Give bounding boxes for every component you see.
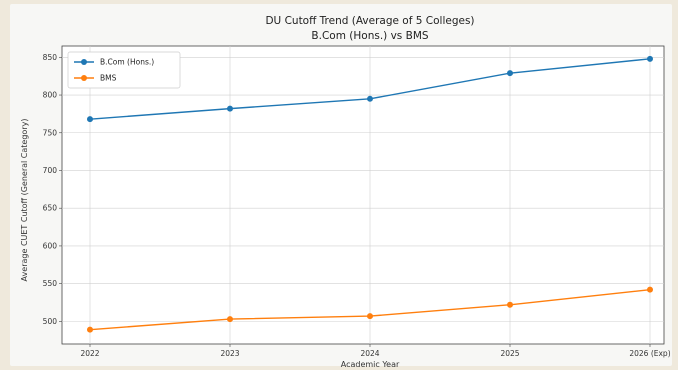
y-axis-label: Average CUET Cutoff (General Category) — [20, 119, 29, 282]
legend-label: BMS — [100, 74, 117, 83]
y-tick-label: 850 — [43, 53, 58, 62]
data-point — [227, 105, 233, 112]
data-point — [367, 313, 373, 320]
plot-area — [61, 45, 665, 345]
y-tick-label: 700 — [43, 166, 58, 175]
y-tick-label: 500 — [43, 317, 58, 326]
y-tick-label: 750 — [43, 128, 58, 137]
data-point — [507, 301, 513, 308]
legend-label: B.Com (Hons.) — [100, 58, 154, 67]
x-tick-label: 2024 — [360, 349, 379, 358]
legend-swatch-marker — [81, 75, 87, 81]
x-tick-label: 2023 — [220, 349, 239, 358]
data-point — [367, 95, 373, 102]
data-point — [647, 55, 653, 62]
x-tick-label: 2025 — [500, 349, 519, 358]
legend: B.Com (Hons.) BMS — [67, 51, 181, 89]
data-point — [507, 70, 513, 77]
data-point — [87, 116, 93, 123]
data-point — [647, 286, 653, 293]
y-tick-label: 600 — [43, 241, 58, 250]
x-tick-label: 2026 (Exp) — [629, 349, 670, 358]
data-point — [227, 316, 233, 323]
chart-title: DU Cutoff Trend (Average of 5 Colleges) — [265, 15, 474, 27]
y-tick-label: 550 — [43, 279, 58, 288]
y-tick-label: 800 — [43, 91, 58, 100]
legend-swatch-marker — [81, 59, 87, 65]
x-axis-label: Academic Year — [341, 360, 400, 369]
legend-box — [67, 51, 181, 89]
y-tick-label: 650 — [43, 204, 58, 213]
chart-subtitle: B.Com (Hons.) vs BMS — [311, 30, 428, 42]
x-tick-label: 2022 — [80, 349, 99, 358]
data-point — [87, 326, 93, 333]
